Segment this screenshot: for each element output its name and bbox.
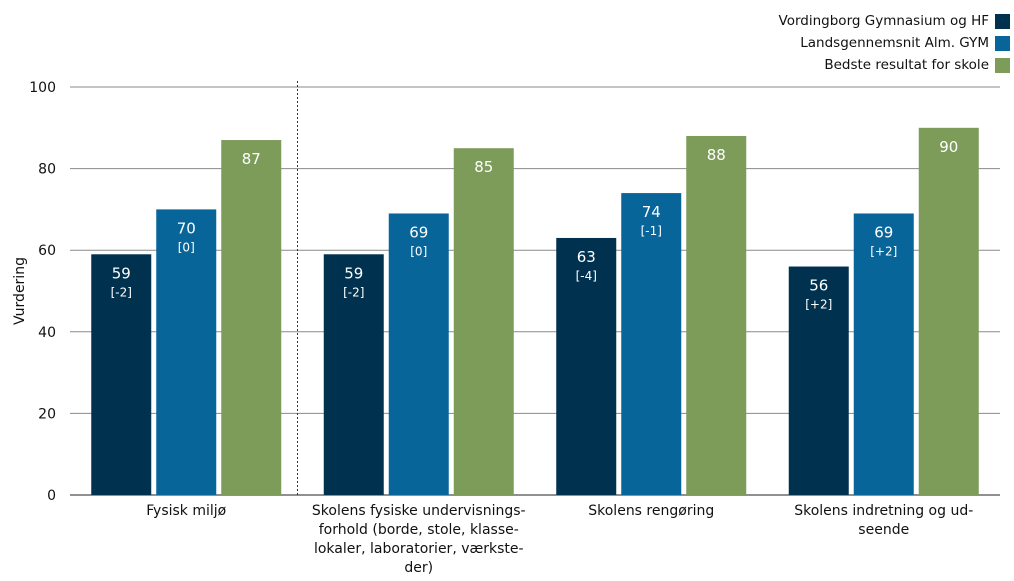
bar — [918, 127, 979, 496]
bar — [323, 254, 384, 495]
x-category-label: Skolens indretning og ud- — [794, 503, 973, 519]
bar-change-label: [-2] — [343, 285, 364, 299]
bar-value-label: 56 — [809, 277, 828, 295]
bar-value-label: 69 — [874, 223, 893, 241]
bar — [788, 266, 849, 495]
bar-value-label: 69 — [409, 223, 428, 241]
bar — [221, 140, 282, 496]
x-category-label: forhold (borde, stole, klasse- — [319, 522, 519, 538]
legend-item-vordingborg: Vordingborg Gymnasium og HF — [779, 10, 1010, 32]
y-tick-label: 60 — [38, 243, 56, 259]
bar-change-label: [0] — [178, 240, 195, 254]
x-category-label: lokaler, laboratorier, værkste- — [314, 541, 524, 557]
legend-label: Landsgennemsnit Alm. GYM — [800, 35, 989, 51]
legend-label: Bedste resultat for skole — [824, 57, 989, 73]
bar — [91, 254, 152, 495]
y-tick-label: 20 — [38, 406, 56, 422]
bar-value-label: 87 — [242, 150, 261, 168]
legend-item-bedste: Bedste resultat for skole — [779, 54, 1010, 76]
legend-swatch — [995, 57, 1010, 73]
y-tick-label: 100 — [29, 80, 56, 96]
legend-label: Vordingborg Gymnasium og HF — [778, 13, 989, 29]
bar — [453, 148, 514, 495]
legend-swatch — [995, 35, 1010, 51]
x-category-label: der) — [404, 560, 433, 576]
bar-change-label: [+2] — [870, 244, 897, 258]
bar-change-label: [-1] — [641, 224, 662, 238]
x-category-label: Skolens rengøring — [588, 503, 714, 519]
bar — [853, 213, 914, 496]
y-tick-label: 0 — [47, 488, 56, 504]
y-axis-label: Vurdering — [12, 257, 28, 325]
bar-value-label: 63 — [577, 248, 596, 266]
x-category-label: seende — [858, 522, 909, 538]
bar-value-label: 85 — [474, 158, 493, 176]
bar-change-label: [+2] — [805, 298, 832, 312]
bar-value-label: 59 — [112, 264, 131, 282]
legend: Vordingborg Gymnasium og HF Landsgennems… — [779, 10, 1010, 76]
x-category-label: Skolens fysiske undervisnings- — [312, 503, 526, 519]
y-tick-label: 80 — [38, 162, 56, 178]
bar-value-label: 74 — [642, 203, 661, 221]
bar-change-label: [-2] — [111, 285, 132, 299]
bar — [388, 213, 449, 496]
bar-value-label: 88 — [707, 146, 726, 164]
bar-change-label: [-4] — [576, 269, 597, 283]
y-tick-label: 40 — [38, 325, 56, 341]
bar-value-label: 90 — [939, 138, 958, 156]
bar-change-label: [0] — [410, 244, 427, 258]
bar-value-label: 70 — [177, 219, 196, 237]
x-category-label: Fysisk miljø — [146, 503, 226, 519]
legend-item-landsgennemsnit: Landsgennemsnit Alm. GYM — [779, 32, 1010, 54]
bar — [156, 209, 217, 495]
legend-swatch — [995, 13, 1010, 29]
bar-value-label: 59 — [344, 264, 363, 282]
bar — [621, 193, 682, 495]
bar — [686, 135, 747, 495]
bar — [556, 237, 617, 495]
